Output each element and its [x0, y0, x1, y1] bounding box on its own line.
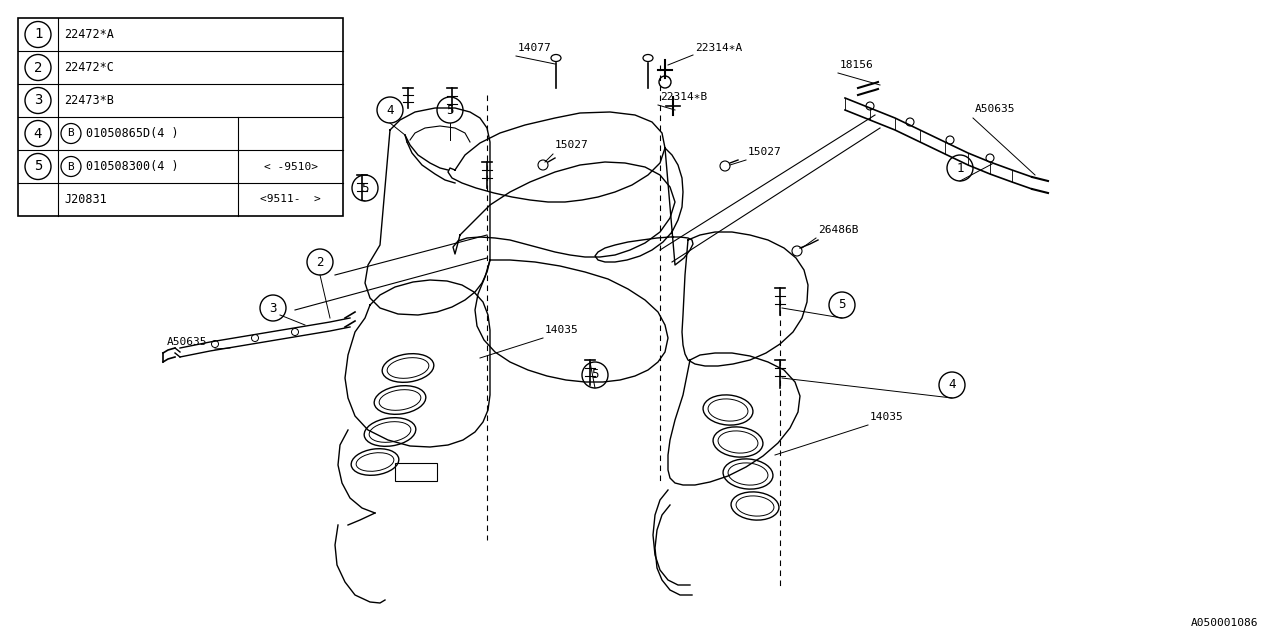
Text: 2: 2: [33, 61, 42, 74]
Text: J20831: J20831: [64, 193, 106, 206]
Text: < -9510>: < -9510>: [264, 161, 317, 172]
Text: 15027: 15027: [556, 140, 589, 150]
Text: 1: 1: [33, 28, 42, 42]
Text: 14035: 14035: [545, 325, 579, 335]
Text: <9511-  >: <9511- >: [260, 195, 321, 205]
Text: A050001086: A050001086: [1190, 618, 1258, 628]
Text: 22314∗B: 22314∗B: [660, 92, 708, 102]
Text: 3: 3: [33, 93, 42, 108]
Text: 18156: 18156: [840, 60, 874, 70]
Text: 01050865D(4 ): 01050865D(4 ): [86, 127, 179, 140]
Text: 5: 5: [361, 182, 369, 195]
Text: 5: 5: [33, 159, 42, 173]
Text: A50635: A50635: [166, 337, 207, 347]
Text: 5: 5: [447, 104, 453, 116]
Bar: [396, 463, 436, 481]
Text: 22314∗A: 22314∗A: [695, 43, 742, 53]
Text: 22472*C: 22472*C: [64, 61, 114, 74]
Text: 14035: 14035: [870, 412, 904, 422]
Text: 22472*A: 22472*A: [64, 28, 114, 41]
Text: 4: 4: [33, 127, 42, 141]
Text: B: B: [68, 129, 74, 138]
Text: 5: 5: [591, 369, 599, 381]
Text: 14077: 14077: [518, 43, 552, 53]
Text: 010508300(4 ): 010508300(4 ): [86, 160, 179, 173]
Text: 22473*B: 22473*B: [64, 94, 114, 107]
Text: 4: 4: [387, 104, 394, 116]
Text: 1: 1: [956, 161, 964, 175]
Text: A50635: A50635: [975, 104, 1015, 114]
Text: B: B: [68, 161, 74, 172]
Text: 15027: 15027: [748, 147, 782, 157]
Text: 4: 4: [948, 378, 956, 392]
Bar: [18, 18, 343, 216]
Text: 26486B: 26486B: [818, 225, 859, 235]
Text: 3: 3: [269, 301, 276, 314]
Text: 2: 2: [316, 255, 324, 269]
Text: 5: 5: [838, 298, 846, 312]
